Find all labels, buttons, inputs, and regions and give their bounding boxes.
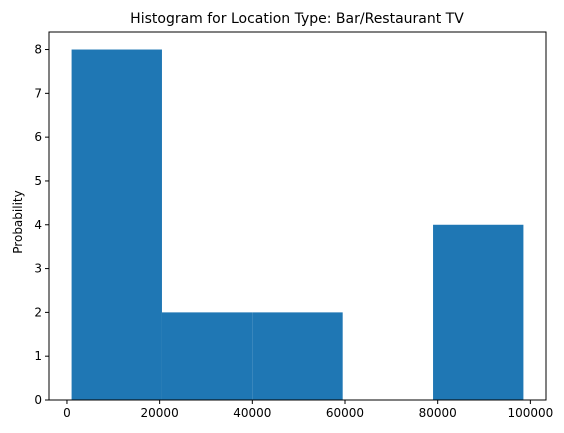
y-tick-label: 0 [34,393,42,407]
chart-title: Histogram for Location Type: Bar/Restaur… [130,11,464,27]
bars-group [71,49,524,401]
y-tick-label: 3 [34,262,42,276]
y-axis-ticks: 0 1 2 3 4 5 6 7 8 [34,43,49,407]
x-tick-label: 20000 [141,406,179,420]
x-tick-label: 40000 [233,406,271,420]
y-tick-label: 5 [34,174,42,188]
y-tick-label: 1 [34,349,42,363]
y-tick-label: 2 [34,305,42,319]
x-axis-ticks: 0 20000 40000 60000 80000 100000 [63,400,553,420]
x-tick-label: 0 [63,406,71,420]
x-tick-label: 80000 [419,406,457,420]
axes-border [48,31,547,401]
histogram-bar-0 [71,49,162,401]
y-tick-label: 7 [34,86,42,100]
plot-frame [48,31,547,401]
y-axis-label: Probability [11,190,25,253]
histogram-bar-4 [433,224,524,400]
y-tick-label: 4 [34,218,42,232]
histogram-bar-1 [161,312,253,400]
y-tick-label: 8 [34,43,42,57]
histogram-bar-2 [252,312,343,400]
x-tick-label: 100000 [507,406,553,420]
y-tick-label: 6 [34,130,42,144]
x-tick-label: 60000 [326,406,364,420]
